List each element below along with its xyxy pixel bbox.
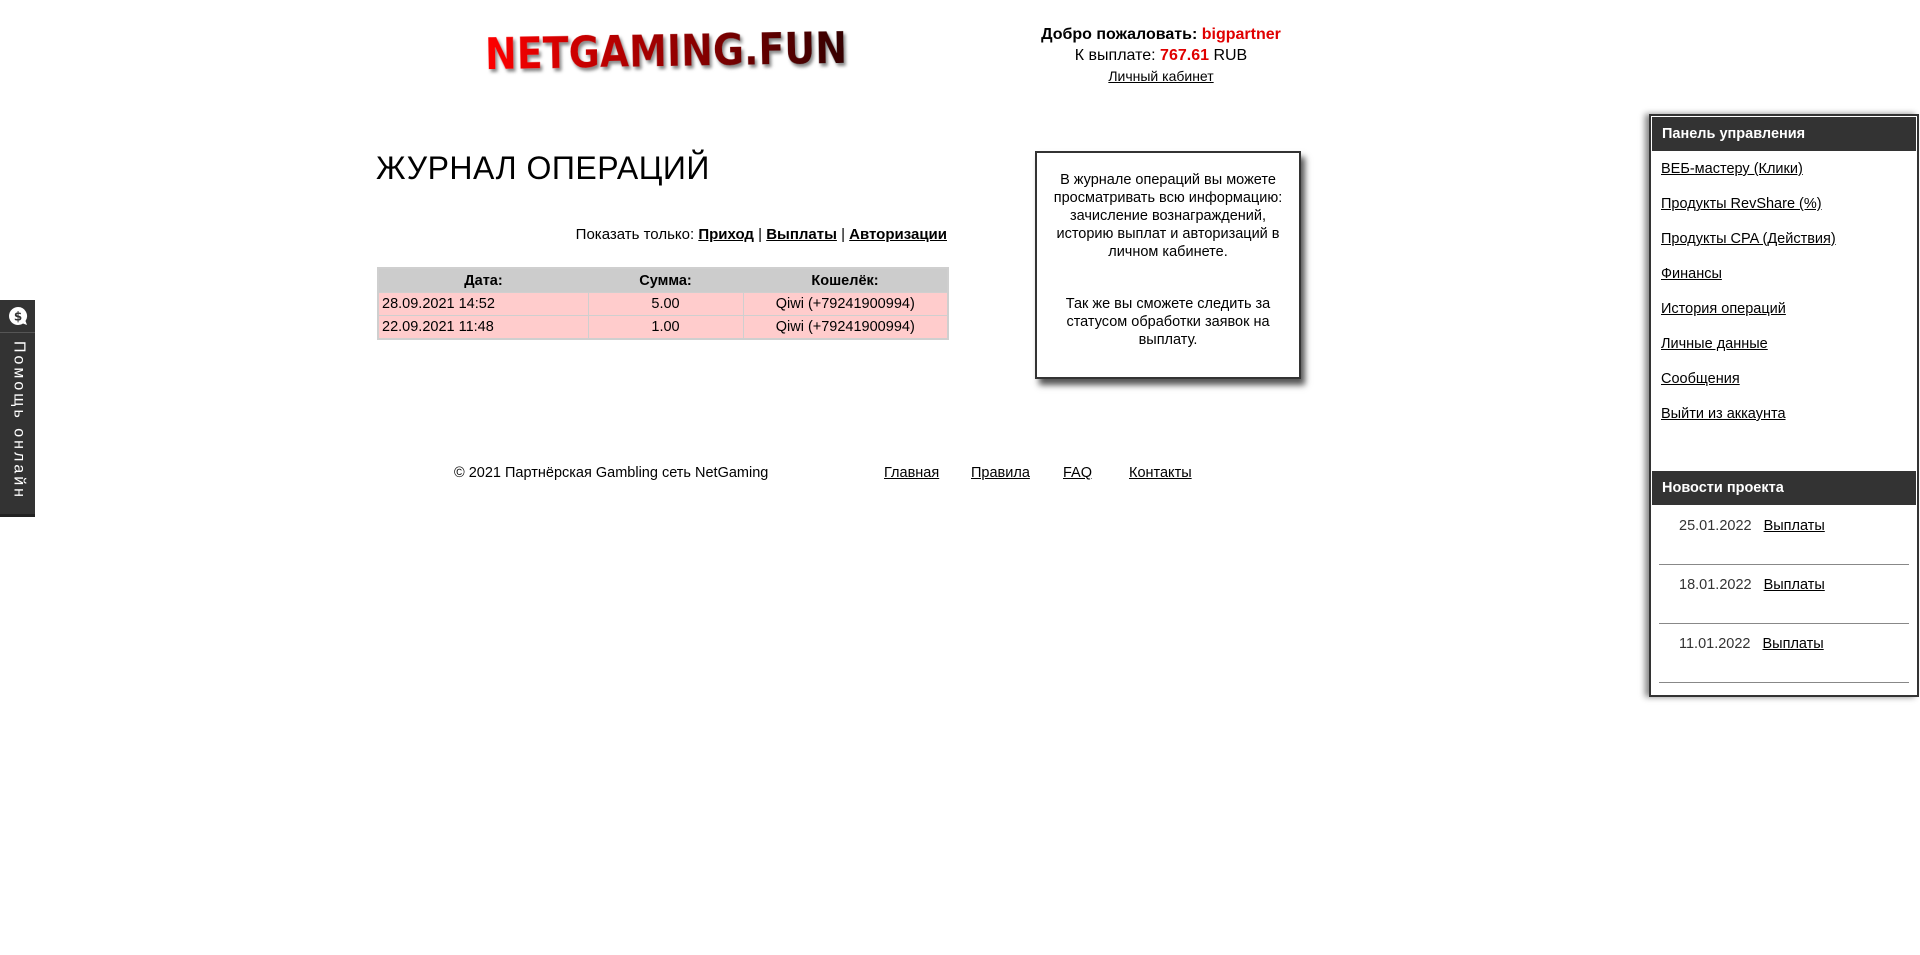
separator: |	[841, 226, 845, 243]
welcome-block: Добро пожаловать: bigpartner К выплате: …	[1000, 24, 1322, 87]
info-text: В журнале операций вы можете просматрива…	[1053, 172, 1283, 260]
footer-link-contacts[interactable]: Контакты	[1129, 465, 1192, 481]
cell-date: 28.09.2021 14:52	[377, 292, 589, 316]
filter-authorizations[interactable]: Авторизации	[849, 226, 947, 243]
column-wallet: Кошелёк:	[743, 268, 948, 293]
footer-link-faq[interactable]: FAQ	[1063, 465, 1093, 481]
news-title: Новости проекта	[1652, 471, 1916, 505]
cell-wallet: Qiwi (+79241900994)	[742, 292, 949, 316]
news-link[interactable]: Выплаты	[1762, 636, 1824, 652]
sidebar-item-personal[interactable]: Личные данные	[1661, 336, 1768, 352]
sidebar-item-revshare[interactable]: Продукты RevShare (%)	[1661, 196, 1822, 212]
sidebar-item-cpa[interactable]: Продукты CPA (Действия)	[1661, 231, 1836, 247]
table-header: Дата: Сумма: Кошелёк:	[378, 268, 948, 293]
sidebar-item-history[interactable]: История операций	[1661, 301, 1786, 317]
news-date: 11.01.2022	[1679, 636, 1751, 652]
welcome-label: Добро пожаловать:	[1041, 26, 1198, 43]
site-logo[interactable]: NETGAMING.FUN	[481, 22, 853, 78]
username: bigpartner	[1201, 26, 1281, 43]
payout-label: К выплате:	[1074, 47, 1156, 64]
column-amount: Сумма:	[588, 268, 743, 293]
cell-amount: 1.00	[587, 315, 744, 340]
news-item: 11.01.2022 Выплаты	[1659, 624, 1909, 683]
info-box: В журнале операций вы можете просматрива…	[1035, 151, 1301, 379]
sidebar: Панель управления ВЕБ-мастеру (Клики) Пр…	[1649, 114, 1919, 697]
news-item: 18.01.2022 Выплаты	[1659, 565, 1909, 624]
help-label: Помощь онлайн	[10, 341, 28, 500]
chat-dollar-icon: $	[0, 300, 35, 333]
panel-title: Панель управления	[1652, 117, 1916, 151]
sidebar-item-logout[interactable]: Выйти из аккаунта	[1661, 406, 1786, 422]
news-link[interactable]: Выплаты	[1763, 518, 1825, 534]
operations-table: Дата: Сумма: Кошелёк: 28.09.2021 14:52 5…	[377, 267, 949, 340]
cell-wallet: Qiwi (+79241900994)	[742, 315, 949, 340]
sidebar-item-messages[interactable]: Сообщения	[1661, 371, 1740, 387]
filter-income[interactable]: Приход	[698, 226, 754, 243]
news-date: 18.01.2022	[1679, 577, 1752, 593]
footer-link-home[interactable]: Главная	[884, 465, 940, 481]
cabinet-link[interactable]: Личный кабинет	[1108, 68, 1214, 84]
news-item: 25.01.2022 Выплаты	[1659, 506, 1909, 565]
payout-currency: RUB	[1213, 47, 1248, 64]
cell-amount: 5.00	[587, 292, 744, 316]
table-row: 28.09.2021 14:52 5.00 Qiwi (+79241900994…	[377, 292, 949, 316]
sidebar-item-finance[interactable]: Финансы	[1661, 266, 1722, 282]
filter-payouts[interactable]: Выплаты	[766, 226, 837, 243]
help-online-tab[interactable]: $ Помощь онлайн	[0, 300, 35, 517]
footer-copyright: © 2021 Партнёрская Gambling сеть NetGami…	[454, 465, 769, 481]
column-date: Дата:	[378, 268, 588, 293]
news-date: 25.01.2022	[1679, 518, 1752, 534]
info-text: Так же вы сможете следить за статусом об…	[1065, 296, 1271, 348]
page-title: ЖУРНАЛ ОПЕРАЦИЙ	[376, 150, 710, 186]
sidebar-item-webmaster[interactable]: ВЕБ-мастеру (Клики)	[1661, 161, 1803, 177]
footer-link-rules[interactable]: Правила	[971, 465, 1030, 481]
cell-date: 22.09.2021 11:48	[377, 315, 589, 340]
svg-text:NETGAMING.FUN: NETGAMING.FUN	[485, 23, 848, 78]
svg-text:$: $	[13, 310, 21, 324]
separator: |	[758, 226, 763, 243]
table-row: 22.09.2021 11:48 1.00 Qiwi (+79241900994…	[377, 315, 949, 340]
news-link[interactable]: Выплаты	[1763, 577, 1825, 593]
filter-label: Показать только:	[575, 226, 695, 243]
filter-bar: Показать только: Приход | Выплаты | Авто…	[500, 226, 947, 243]
payout-amount: 767.61	[1160, 47, 1209, 64]
